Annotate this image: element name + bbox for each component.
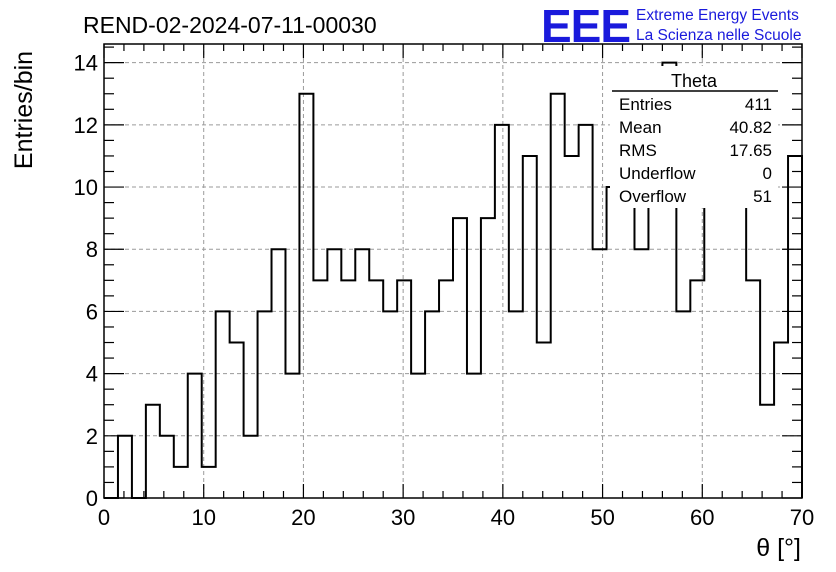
y-tick-label: 8	[86, 237, 98, 262]
y-tick-label: 2	[86, 424, 98, 449]
stats-row-value: 411	[745, 95, 772, 114]
x-tick-label: 50	[590, 505, 614, 530]
stats-row-value: 17.65	[729, 141, 772, 160]
x-tick-label: 0	[98, 505, 110, 530]
stats-row-value: 40.82	[729, 118, 772, 137]
eee-logo: EEE	[541, 0, 630, 52]
x-tick-label: 70	[790, 505, 814, 530]
histogram-line	[104, 61, 803, 499]
y-tick-label: 4	[86, 362, 98, 387]
x-axis-label: θ [°]	[756, 534, 801, 562]
x-tick-label: 60	[690, 505, 714, 530]
stats-row-label: Underflow	[619, 164, 696, 183]
stats-row-label: Mean	[619, 118, 662, 137]
y-tick-label: 6	[86, 299, 98, 324]
plot-frame	[103, 43, 803, 499]
logo-line-1: Extreme Energy Events	[636, 7, 799, 24]
tick-labels: 0 10 20 30 40 50 60 70 0 2 4 6 8 10 12 14	[74, 51, 815, 530]
x-tick-label: 10	[191, 505, 215, 530]
y-axis-label: Entries/bin	[10, 51, 38, 169]
y-tick-label: 0	[86, 486, 98, 511]
chart-title: REND-02-2024-07-11-00030	[83, 12, 377, 38]
stats-title: Theta	[671, 71, 718, 91]
x-tick-label: 30	[391, 505, 415, 530]
stats-box-background	[610, 66, 778, 208]
stats-row-value: 0	[763, 164, 772, 183]
stats-row-label: Overflow	[619, 187, 687, 206]
y-tick-label: 14	[74, 51, 98, 76]
stats-row-value: 51	[753, 187, 772, 206]
y-tick-label: 12	[74, 113, 98, 138]
x-tick-label: 40	[491, 505, 515, 530]
stats-box: Theta Entries 411 Mean 40.82 RMS 17.65 Underfl…	[610, 66, 778, 208]
stats-row-label: Entries	[619, 95, 672, 114]
y-tick-label: 10	[74, 175, 98, 200]
axis-ticks	[103, 44, 803, 499]
logo-line-2: La Scienza nelle Scuole	[636, 27, 801, 44]
x-tick-label: 20	[291, 505, 315, 530]
stats-rows: Entries 411 Mean 40.82 RMS 17.65 Underflow 0 Ove…	[619, 95, 772, 206]
stats-row-label: RMS	[619, 141, 657, 160]
